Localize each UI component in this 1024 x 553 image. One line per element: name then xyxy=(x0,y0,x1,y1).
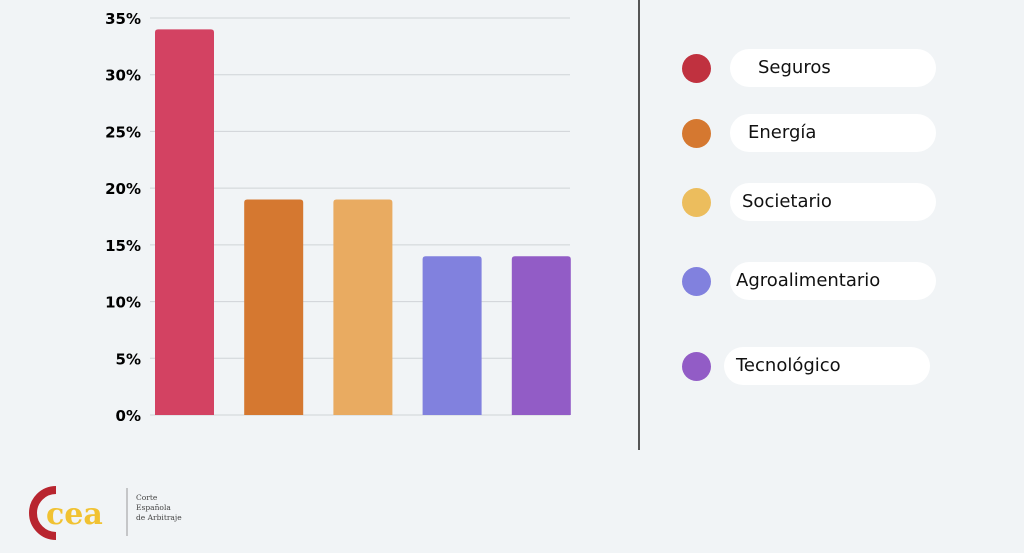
y-tick-label: 35% xyxy=(105,10,141,28)
y-tick-label: 0% xyxy=(116,407,141,425)
legend-color-dot xyxy=(682,352,711,381)
y-tick-label: 5% xyxy=(116,350,141,368)
logo-line-3: de Arbitraje xyxy=(136,513,182,522)
legend-color-dot xyxy=(682,119,711,148)
bar-tecnológico xyxy=(511,256,571,415)
legend-label: Societario xyxy=(730,183,936,221)
svg-text:cea: cea xyxy=(46,497,103,532)
legend-label: Energía xyxy=(730,114,936,152)
legend-color-dot xyxy=(682,188,711,217)
y-tick-label: 10% xyxy=(105,294,141,312)
y-tick-label: 20% xyxy=(105,180,141,198)
logo-line-2: Española xyxy=(136,503,171,512)
legend-label: Seguros xyxy=(730,49,936,87)
divider-line xyxy=(638,0,640,450)
y-tick-label: 30% xyxy=(105,67,141,85)
legend-color-dot xyxy=(682,267,711,296)
legend-label: Tecnológico xyxy=(724,347,930,385)
bar-societario xyxy=(333,199,393,415)
y-tick-label: 15% xyxy=(105,237,141,255)
logo-line-1: Corte xyxy=(136,493,158,502)
legend-color-dot xyxy=(682,54,711,83)
legend-label: Agroalimentario xyxy=(730,262,936,300)
cea-logo: cea xyxy=(29,486,128,540)
logo-text: Corte Española de Arbitraje xyxy=(136,493,182,523)
bar-seguros xyxy=(155,29,214,415)
bar-energía xyxy=(244,199,304,415)
y-tick-label: 25% xyxy=(105,123,141,141)
bar-agroalimentario xyxy=(422,256,482,415)
bar-chart: 0% 5% 10% 15% 20% 25% 30% 35% xyxy=(105,10,571,425)
